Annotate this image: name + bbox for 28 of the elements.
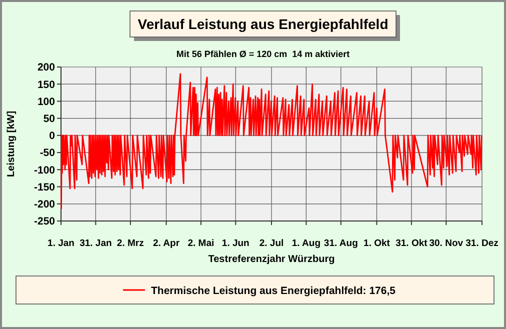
y-tick-label: -50 (40, 147, 56, 160)
x-tick-label: 31. Jan (80, 238, 112, 249)
x-tick-label: 2. Jul (259, 238, 284, 249)
x-tick-label: 31. Aug (324, 238, 358, 249)
x-tick-label: 2. Mai (188, 238, 214, 249)
y-tick-label: -100 (34, 164, 56, 176)
x-tick-label: 2. Mrz (116, 238, 144, 249)
x-tick-label: 1. Jun (222, 238, 250, 249)
x-tick-label: 1. Aug (292, 238, 321, 249)
y-tick-label: -150 (34, 181, 56, 194)
x-tick-label: 31. Okt (396, 238, 428, 249)
x-tick-label: 31. Dez (466, 238, 499, 249)
chart-subtitle: Mit 56 Pfählen Ø = 120 cm 14 m aktiviert (176, 49, 350, 59)
y-tick-label: 50 (43, 113, 56, 126)
y-tick-label: -200 (34, 198, 56, 211)
x-tick-label: 2. Apr (152, 238, 180, 249)
x-axis-title: Testreferenzjahr Würzburg (208, 254, 335, 265)
x-tick-label: 1. Jan (48, 238, 75, 249)
y-tick-label: 100 (37, 96, 56, 108)
y-tick-label: -250 (34, 216, 56, 228)
y-axis-title: Leistung [kW] (6, 110, 17, 178)
y-tick-label: 150 (37, 78, 56, 91)
x-tick-label: 30. Nov (429, 238, 464, 249)
chart-title: Verlauf Leistung aus Energiepfahlfeld (138, 16, 388, 32)
x-tick-label: 1. Okt (364, 238, 391, 249)
legend-label: Thermische Leistung aus Energiepfahlfeld: 176,5 (151, 285, 396, 297)
y-tick-label: 200 (37, 62, 56, 74)
y-tick-label: 0 (49, 130, 56, 142)
